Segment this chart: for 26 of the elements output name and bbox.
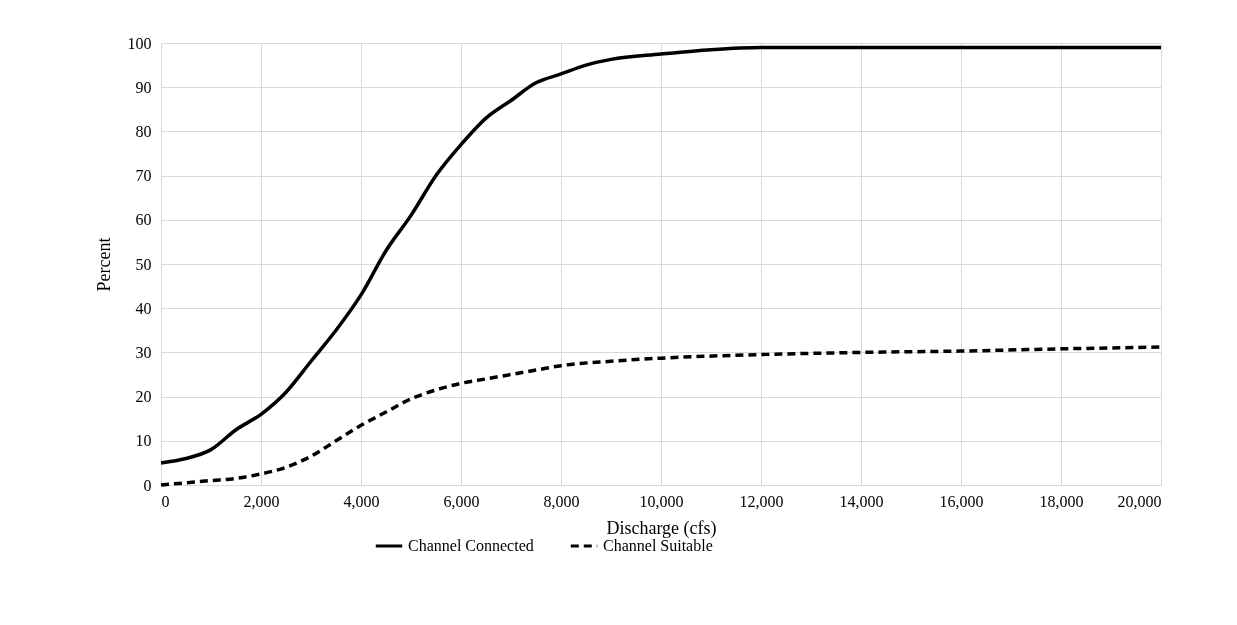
x-tick-label: 0 <box>161 492 170 510</box>
y-tick-label: 50 <box>135 255 152 273</box>
y-tick-label: 60 <box>135 211 152 229</box>
y-tick-label: 10 <box>135 432 152 450</box>
y-tick-label: 40 <box>135 299 152 317</box>
y-axis-title: Percent <box>93 237 114 292</box>
x-tick-label: 20,000 <box>1117 492 1162 510</box>
y-tick-label: 30 <box>135 343 152 361</box>
x-tick-label: 8,000 <box>543 492 580 510</box>
y-tick-label: 0 <box>143 476 152 494</box>
x-tick-label: 18,000 <box>1039 492 1084 510</box>
y-tick-label: 80 <box>135 122 152 140</box>
x-tick-label: 2,000 <box>243 492 280 510</box>
x-tick-label: 16,000 <box>939 492 984 510</box>
legend-label: Channel Suitable <box>603 537 713 554</box>
y-tick-label: 90 <box>135 78 152 96</box>
legend-label: Channel Connected <box>408 537 534 554</box>
x-tick-label: 4,000 <box>343 492 380 510</box>
x-axis-title: Discharge (cfs) <box>606 517 717 539</box>
x-tick-label: 10,000 <box>639 492 684 510</box>
x-tick-label: 12,000 <box>739 492 784 510</box>
y-tick-label: 70 <box>135 167 152 185</box>
x-tick-label: 6,000 <box>443 492 480 510</box>
y-tick-label: 20 <box>135 388 152 406</box>
y-tick-label: 100 <box>127 34 152 52</box>
x-tick-label: 14,000 <box>839 492 884 510</box>
